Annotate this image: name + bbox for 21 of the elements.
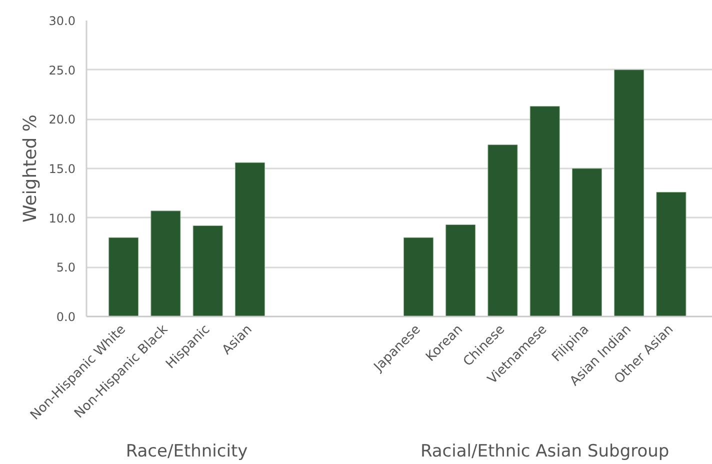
y-tick-label: 25.0 [48,63,76,78]
text: Race/Ethnicity [126,442,248,462]
bar [656,192,686,316]
y-tick-label: 0.0 [56,310,76,324]
y-tick-label: 30.0 [48,14,76,28]
bar [234,162,265,316]
y-tick-label: 20.0 [48,112,76,127]
bar [446,224,476,316]
y-axis-title: Weighted % [20,114,41,223]
y-tick-label: 15.0 [48,162,76,176]
bar [530,106,560,316]
bar [403,237,434,316]
bar [614,70,644,316]
y-tick-label: 10.0 [48,211,76,226]
text: Racial/Ethnic Asian Subgroup [420,442,670,462]
bar [488,144,518,316]
bar [108,237,139,316]
bar [572,168,602,316]
y-tick-label: 5.0 [56,260,76,275]
bar [192,225,223,316]
bar [150,210,181,316]
